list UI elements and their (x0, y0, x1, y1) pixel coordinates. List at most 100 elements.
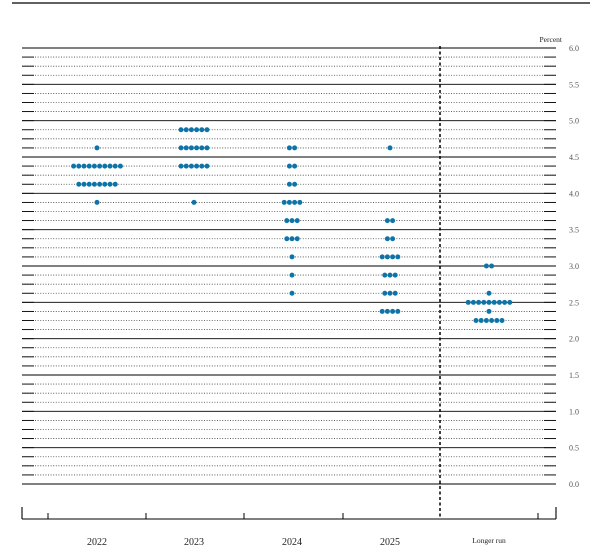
projection-dot (289, 254, 295, 260)
projection-dot (476, 299, 482, 305)
projection-dot (76, 163, 82, 169)
x-category-label: 2024 (282, 537, 302, 548)
projection-dot (76, 181, 82, 187)
projection-dot (286, 145, 292, 151)
projection-dot (382, 290, 388, 296)
projection-dot (183, 145, 189, 151)
projection-dot (483, 318, 489, 323)
x-category-label: Longer run (472, 536, 506, 545)
projection-dot (387, 272, 393, 278)
x-category-label: 2023 (184, 537, 204, 548)
projection-dot (86, 163, 92, 169)
projection-dot (112, 163, 118, 169)
projection-dot (481, 299, 487, 305)
x-axis: 2022 2023 2024 2025 Longer run (21, 507, 557, 548)
projection-dot (387, 290, 393, 296)
projection-dot (387, 145, 393, 151)
projection-dot (286, 163, 292, 169)
projection-dot (489, 318, 495, 323)
projection-dot (97, 163, 103, 169)
projection-dot (81, 163, 87, 169)
projection-dot (486, 299, 492, 305)
y-tick-label: 5.5 (569, 80, 579, 89)
projection-dot (199, 127, 205, 133)
y-tick-label: 0.0 (569, 480, 579, 489)
projection-dot (297, 199, 303, 205)
projection-dot (178, 145, 184, 151)
projection-dot (390, 236, 396, 242)
projection-dot (204, 127, 210, 133)
projection-dot (199, 145, 205, 151)
projection-dot (470, 299, 476, 305)
x-category-label: 2022 (87, 537, 107, 548)
projection-dot (284, 236, 290, 242)
projection-dot (107, 181, 113, 187)
projection-dot (194, 145, 200, 151)
projection-dot (292, 181, 298, 187)
projection-dot (178, 127, 184, 133)
projection-dot (379, 308, 385, 314)
y-axis-unit-label: Percent (540, 35, 563, 44)
projection-dot (117, 163, 123, 169)
projection-dot (502, 299, 508, 305)
projection-dot (392, 290, 398, 296)
projection-dot (292, 163, 298, 169)
y-tick-label: 4.5 (569, 153, 579, 162)
projection-dot (102, 181, 108, 187)
y-tick-label: 4.0 (569, 189, 579, 198)
projection-dot (81, 181, 87, 187)
projection-dot (384, 254, 390, 260)
y-tick-label: 3.5 (569, 226, 579, 235)
projection-dot (292, 199, 298, 205)
projection-dot (204, 163, 210, 169)
y-tick-label: 3.0 (569, 262, 579, 271)
projection-dot (188, 127, 194, 133)
projection-dot (183, 127, 189, 133)
y-axis: Percent 6.0 5.5 5.0 4.5 4.0 3.5 3.0 2.5 2.0 1.5 1.… (540, 35, 580, 489)
projection-dot (199, 163, 205, 169)
projection-dot (289, 272, 295, 278)
projection-dot (289, 290, 295, 296)
projection-dot (384, 218, 390, 224)
projection-dot (486, 290, 492, 296)
projection-dot (379, 254, 385, 260)
y-tick-label: 1.0 (569, 407, 579, 416)
projection-dot (489, 263, 495, 269)
projection-dot (390, 308, 396, 314)
projection-dot (473, 318, 479, 323)
projection-dot (286, 199, 292, 205)
projection-dot (91, 181, 97, 187)
projection-dot (390, 218, 396, 224)
projection-dot (86, 181, 92, 187)
projection-dot (194, 163, 200, 169)
projection-dot (94, 145, 100, 151)
projection-dot (294, 218, 300, 224)
projection-dot (478, 318, 484, 323)
projection-dot (102, 163, 108, 169)
projection-dot (112, 181, 118, 187)
projection-dot (183, 163, 189, 169)
projection-dot (384, 236, 390, 242)
projection-dot (91, 163, 97, 169)
projection-dot (194, 127, 200, 133)
projection-dot (392, 272, 398, 278)
y-tick-label: 1.5 (569, 371, 579, 380)
projection-dot (188, 145, 194, 151)
y-tick-label: 5.0 (569, 117, 579, 126)
projection-dot (107, 163, 113, 169)
projection-dot (284, 218, 290, 224)
projection-dot (486, 308, 492, 314)
x-category-label: 2025 (380, 537, 400, 548)
projection-dot (483, 263, 489, 269)
projection-dot (289, 218, 295, 224)
projection-dot (292, 145, 298, 151)
projection-dot (94, 199, 100, 205)
projection-dot (178, 163, 184, 169)
projection-dot (191, 199, 197, 205)
projection-dot (382, 272, 388, 278)
projection-dot (494, 318, 500, 323)
projection-dot (384, 308, 390, 314)
projection-dot (97, 181, 103, 187)
y-tick-label: 0.5 (569, 444, 579, 453)
